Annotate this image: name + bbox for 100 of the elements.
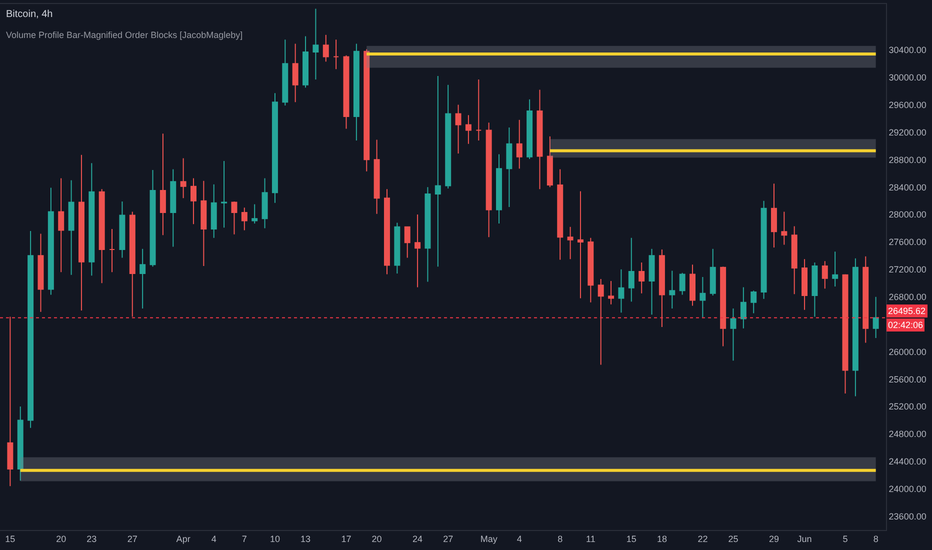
candlestick xyxy=(628,237,634,302)
candlestick xyxy=(608,280,614,305)
candlestick xyxy=(210,184,217,238)
candlestick xyxy=(17,406,24,482)
candlestick xyxy=(852,258,858,397)
candlestick xyxy=(465,114,472,144)
candlestick xyxy=(7,316,14,487)
y-tick-label: 24400.00 xyxy=(888,456,926,467)
candlestick xyxy=(424,186,431,282)
candlestick xyxy=(200,180,207,266)
x-tick-label: 25 xyxy=(728,534,738,544)
candlestick xyxy=(68,180,74,276)
candlestick xyxy=(567,226,574,260)
y-tick-label: 24000.00 xyxy=(888,484,926,494)
candlestick xyxy=(506,126,512,208)
candlestick xyxy=(862,256,869,344)
y-tick-label: 27200.00 xyxy=(888,264,926,275)
candlestick xyxy=(221,160,228,228)
candlestick xyxy=(812,262,818,318)
candlestick xyxy=(150,169,156,268)
candlestick xyxy=(770,183,777,248)
x-tick-label: 15 xyxy=(626,534,636,544)
candlestick xyxy=(720,266,726,347)
candlestick xyxy=(445,84,452,189)
candlestick xyxy=(546,136,553,188)
candlestick xyxy=(618,268,624,314)
candlestick xyxy=(343,54,350,130)
y-tick-label: 29600.00 xyxy=(888,100,926,110)
candlestick xyxy=(700,276,706,318)
candlestick xyxy=(374,139,380,214)
x-tick-label: 15 xyxy=(5,534,16,544)
text: 02:42:06 xyxy=(888,320,924,330)
y-tick-label: 24800.00 xyxy=(888,429,926,440)
candlestick xyxy=(241,207,248,231)
candlestick xyxy=(364,48,370,172)
candlestick xyxy=(129,211,136,318)
x-tick-label: 24 xyxy=(412,534,423,544)
y-tick-label: 23600.00 xyxy=(888,511,926,522)
candlestick xyxy=(252,204,258,224)
x-tick-label: 8 xyxy=(558,534,563,544)
candlestick xyxy=(109,228,116,273)
candlestick xyxy=(180,158,186,199)
candlestick xyxy=(476,78,482,141)
candlestick xyxy=(302,36,309,88)
x-tick-label: 7 xyxy=(242,534,247,544)
x-tick-label: 4 xyxy=(211,534,216,544)
candlestick xyxy=(690,264,696,306)
candlestick xyxy=(353,43,360,141)
candlestick xyxy=(638,262,645,294)
x-tick-label: 17 xyxy=(341,534,352,544)
x-tick-label: 11 xyxy=(586,534,596,544)
x-tick-label: 29 xyxy=(768,534,779,544)
candlestick xyxy=(140,248,146,309)
candlestick xyxy=(577,190,584,299)
y-tick-label: 28400.00 xyxy=(888,182,926,192)
candlestick xyxy=(414,214,421,288)
y-tick-label: 25600.00 xyxy=(888,374,926,384)
y-tick-label: 28800.00 xyxy=(888,154,926,165)
candlestick xyxy=(536,89,543,190)
candlestick xyxy=(730,308,736,362)
x-tick-label: 4 xyxy=(516,534,522,544)
candlestick xyxy=(822,260,828,290)
candlestick xyxy=(781,211,788,246)
y-tick-label: 27600.00 xyxy=(888,237,926,248)
y-tick-label: 30000.00 xyxy=(888,72,926,83)
x-tick-label: May xyxy=(480,534,498,544)
candlestick xyxy=(710,248,716,296)
candlestick xyxy=(58,178,64,273)
x-tick-label: 18 xyxy=(656,534,667,544)
y-tick-label: 26000.00 xyxy=(888,346,926,357)
candlestick xyxy=(98,188,105,284)
candlestick xyxy=(496,154,502,224)
x-tick-label: 23 xyxy=(86,534,97,544)
candlestick xyxy=(160,133,166,236)
candlestick xyxy=(322,34,329,62)
candlestick xyxy=(262,178,268,229)
candlestick xyxy=(78,154,84,312)
candlestick xyxy=(190,178,196,225)
candlestick xyxy=(760,200,767,300)
y-tick-label: 30400.00 xyxy=(888,45,926,56)
candlestick xyxy=(170,168,176,248)
x-tick-label: 5 xyxy=(842,534,848,544)
candlestick xyxy=(832,251,838,288)
candlestick xyxy=(434,76,441,268)
candlestick xyxy=(872,296,879,338)
y-tick-label: 29200.00 xyxy=(888,127,926,138)
text: Volume Profile Bar-Magnified Order Blocks [JacobMagleby] xyxy=(6,30,243,40)
candlestick xyxy=(557,168,564,260)
x-tick-label: 20 xyxy=(372,534,382,544)
candlestick xyxy=(750,290,757,314)
x-tick-label: 20 xyxy=(56,534,66,544)
candlestick xyxy=(119,201,126,258)
x-tick-label: 27 xyxy=(127,534,138,544)
candlestick xyxy=(88,162,95,276)
candlestick xyxy=(669,270,676,309)
x-tick-label: 8 xyxy=(873,534,878,544)
candlestick xyxy=(516,119,522,170)
candlestick xyxy=(598,278,604,366)
x-tick-label: 22 xyxy=(698,534,708,544)
candlestick xyxy=(455,104,462,154)
